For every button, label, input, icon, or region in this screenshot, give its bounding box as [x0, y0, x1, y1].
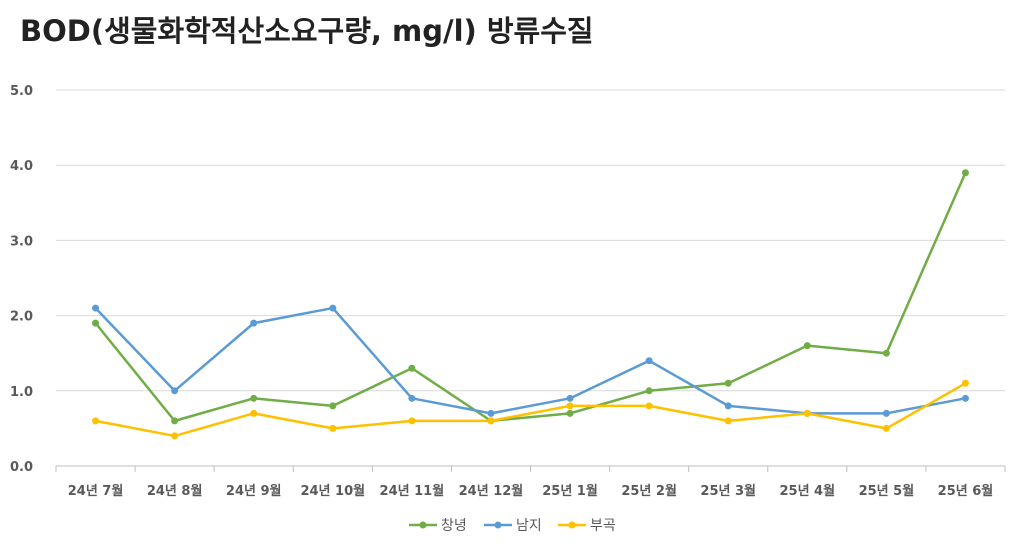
data-point — [250, 319, 258, 327]
y-tick-label: 4.0 — [10, 159, 33, 174]
data-point — [882, 424, 890, 432]
data-point — [171, 432, 179, 440]
x-tick-label: 24년 7월 — [68, 483, 124, 499]
data-point — [250, 394, 258, 402]
y-tick-label: 1.0 — [10, 385, 33, 400]
legend-marker-부곡 — [568, 521, 576, 529]
data-point — [645, 387, 653, 395]
data-point — [92, 319, 100, 327]
data-point — [803, 342, 811, 350]
data-point — [882, 349, 890, 357]
data-point — [724, 417, 732, 425]
data-point — [724, 379, 732, 387]
data-point — [92, 304, 100, 312]
x-tick-label: 25년 6월 — [938, 483, 994, 499]
data-point — [566, 409, 574, 417]
data-point — [724, 402, 732, 410]
x-axis: 24년 7월 24년 8월 24년 9월 24년 10월 24년 11월 24년 12월 2… — [55, 465, 1006, 499]
data-point — [803, 409, 811, 417]
legend-label-남지: 남지 — [516, 518, 542, 534]
series-line-창녕 — [94, 171, 967, 423]
data-point — [961, 394, 969, 402]
data-point — [487, 417, 495, 425]
x-tick-label: 24년 8월 — [147, 483, 203, 499]
data-point — [882, 409, 890, 417]
data-point — [645, 357, 653, 365]
x-tick-label: 25년 3월 — [700, 483, 756, 499]
data-point — [961, 379, 969, 387]
x-tick-label: 24년 9월 — [226, 483, 282, 499]
data-point — [250, 409, 258, 417]
data-point — [329, 304, 337, 312]
series-lines — [92, 169, 969, 440]
x-tick-label: 25년 2월 — [621, 483, 677, 499]
data-point — [171, 387, 179, 395]
data-point — [171, 417, 179, 425]
data-point — [329, 424, 337, 432]
x-tick-label: 25년 4월 — [779, 483, 835, 499]
y-tick-label: 2.0 — [10, 310, 33, 325]
data-point — [329, 402, 337, 410]
legend-label-부곡: 부곡 — [590, 518, 616, 534]
data-point — [487, 409, 495, 417]
data-point — [645, 402, 653, 410]
data-point — [566, 402, 574, 410]
series-line-남지 — [94, 306, 967, 415]
y-axis-ticks: 0.0 1.0 2.0 3.0 4.0 5.0 — [10, 84, 33, 475]
x-tick-label: 25년 5월 — [859, 483, 915, 499]
x-tick-label: 24년 11월 — [380, 483, 445, 499]
y-tick-label: 0.0 — [10, 460, 33, 475]
series-line-부곡 — [94, 382, 967, 438]
x-tick-label: 24년 12월 — [459, 483, 524, 499]
legend-marker-남지 — [494, 521, 502, 529]
gridlines — [56, 89, 1005, 392]
data-point — [961, 169, 969, 177]
x-tick-label: 24년 10월 — [300, 483, 365, 499]
legend-label-창녕: 창녕 — [441, 518, 467, 534]
data-point — [408, 417, 416, 425]
data-point — [566, 394, 574, 402]
x-tick-label: 25년 1월 — [542, 483, 598, 499]
y-tick-label: 5.0 — [10, 84, 33, 99]
legend-marker-창녕 — [419, 521, 427, 529]
y-tick-label: 3.0 — [10, 234, 33, 249]
data-point — [408, 394, 416, 402]
data-point — [408, 364, 416, 372]
legend: 창녕 남지 부곡 — [409, 518, 616, 534]
chart-title: BOD(생물화학적산소요구량, mg/l) 방류수질 — [20, 14, 594, 48]
data-point — [92, 417, 100, 425]
